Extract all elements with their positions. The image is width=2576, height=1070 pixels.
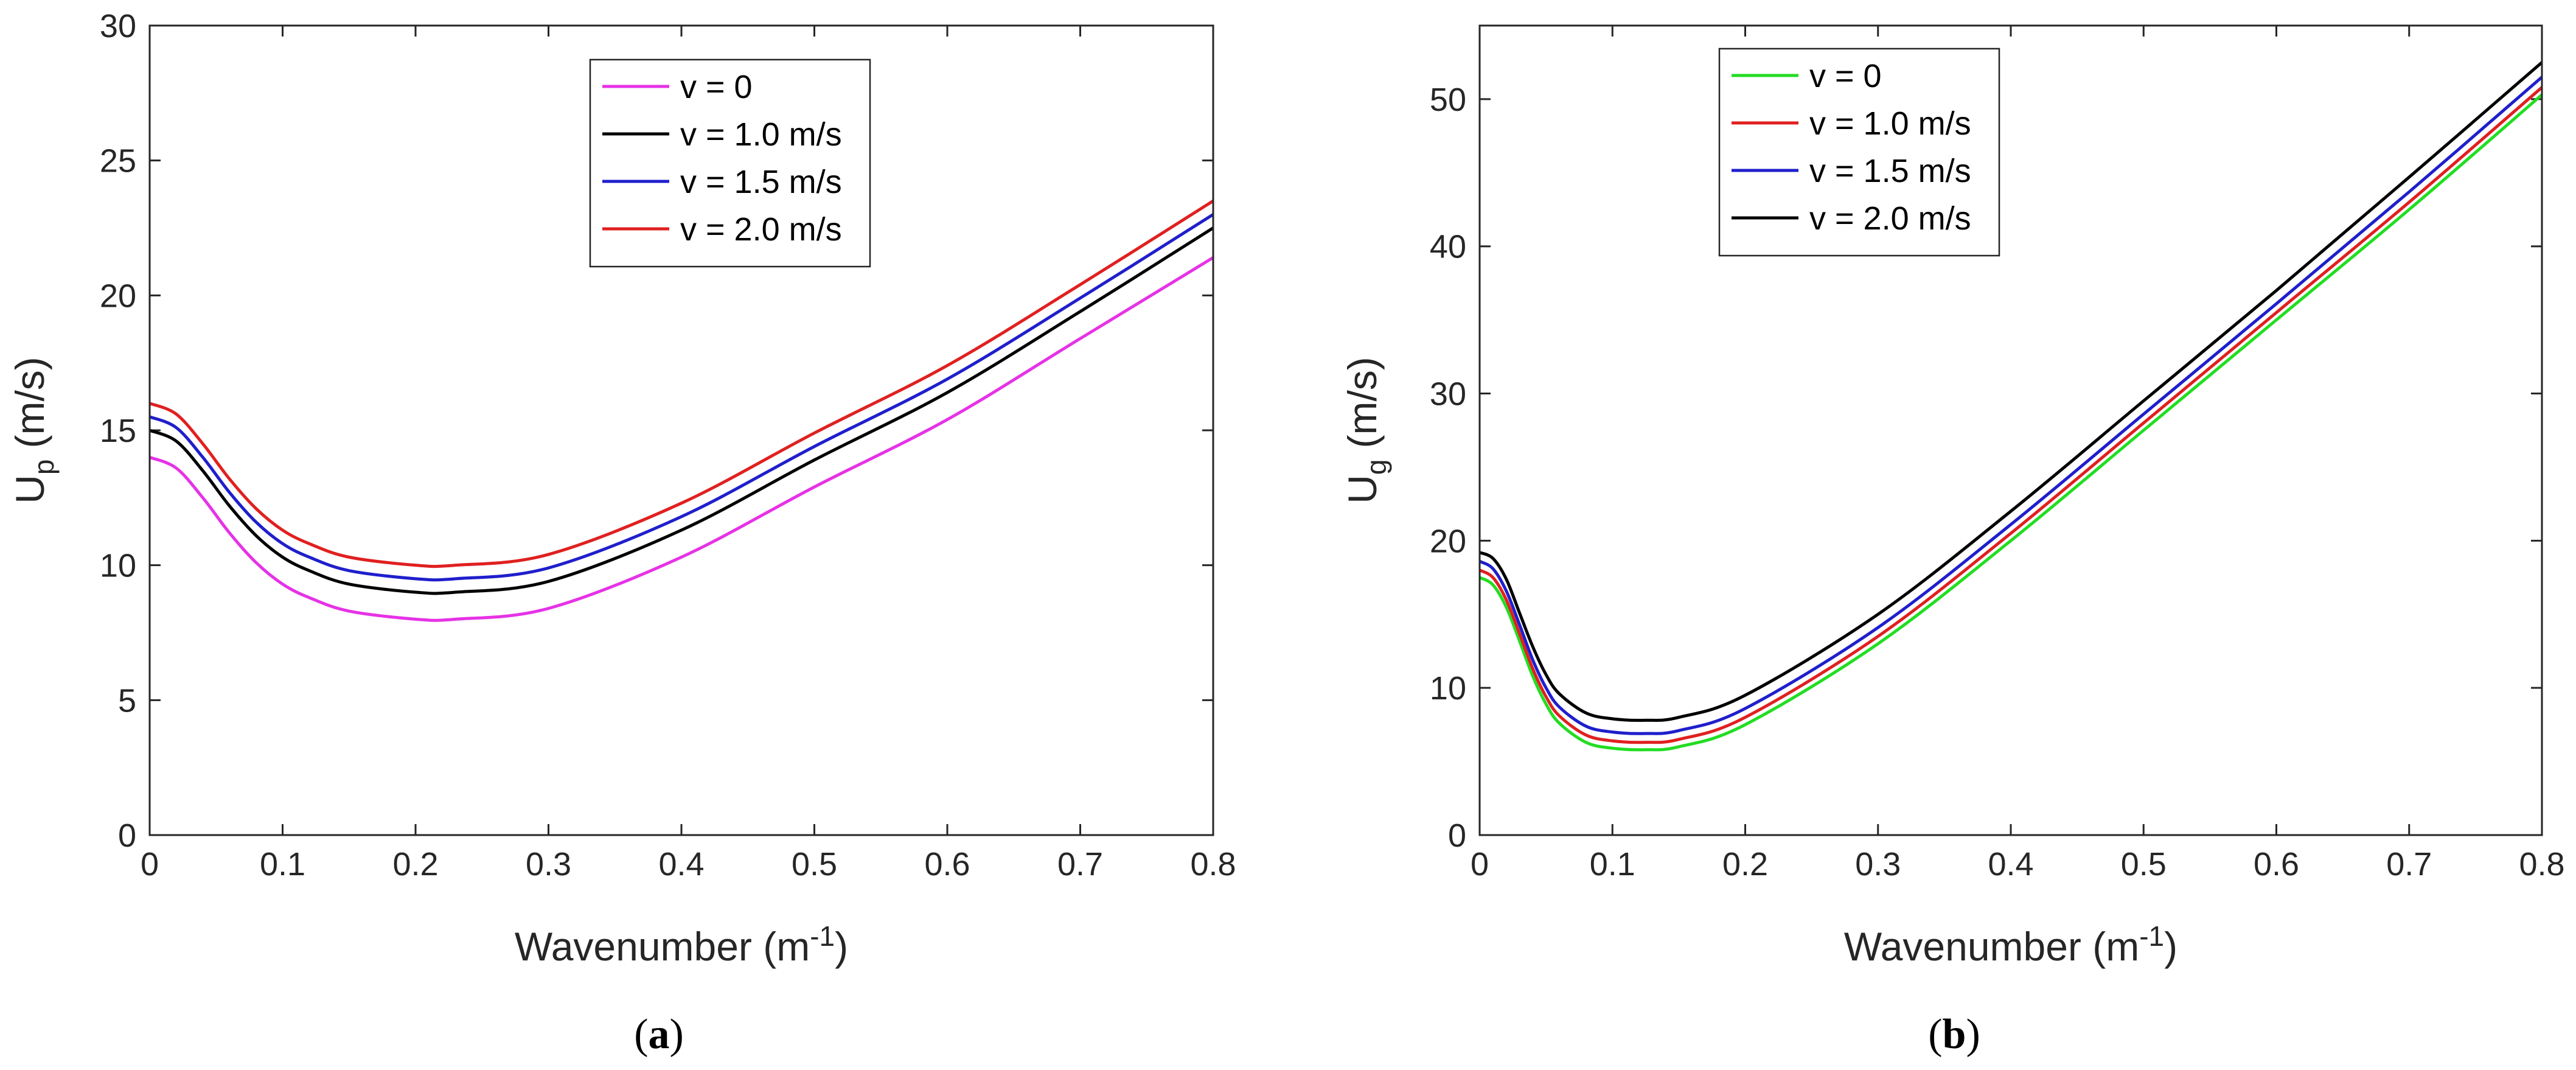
plot-frame [148,24,1214,836]
caption-close: ) [670,1011,684,1058]
x-label-main: Wavenumber (m [515,924,810,969]
panel-caption: (a) [634,1011,684,1058]
caption-open: ( [634,1011,648,1058]
x-label-close: ) [2164,924,2177,969]
y-tick-label: 15 [100,413,136,449]
x-tick-label: 0.7 [2386,846,2432,883]
x-tick-label: 0.6 [924,846,970,883]
legend-label: v = 1.5 m/s [1809,153,1971,189]
series-line-2 [149,226,1214,595]
legend-label: v = 0 [1809,58,1882,94]
x-label-superscript: -1 [810,920,835,952]
x-tick-label: 0.4 [1988,846,2033,883]
series-line-4 [1478,61,2543,722]
y-tick-label: 0 [118,817,136,854]
series-line-3 [1478,75,2543,735]
y-label-subscript: g [1360,460,1392,475]
legend-label: v = 2.0 m/s [680,211,842,248]
plot-frame [1478,24,2543,836]
y-tick-label: 50 [1430,82,1466,118]
y-label-symbol: U [7,475,52,504]
x-tick-label: 0 [141,846,159,883]
legend: v = 0 v = 1.0 m/s v = 1.5 m/s v = 2.0 m/s [589,58,871,268]
x-tick-label: 0.3 [1855,846,1901,883]
y-tick-label: 30 [1430,376,1466,413]
legend-label: v = 1.0 m/s [1809,105,1971,142]
series-line-1 [149,256,1214,622]
x-tick-label: 0.3 [526,846,571,883]
y-axis-label: Ug (m/s) [1340,357,1392,504]
chart-panel-b: 0 0.1 0.2 0.3 0.4 0.5 0.6 0.7 0.8 0 10 20 30 40 50 Ug (… [1340,24,2565,1058]
y-label-unit: (m/s) [1340,357,1385,448]
y-tick-label: 10 [1430,670,1466,707]
legend-label: v = 1.0 m/s [680,116,842,153]
y-tick-label: 5 [118,682,136,719]
y-tick-label: 25 [100,143,136,180]
x-tick-label: 0.1 [260,846,305,883]
y-label-symbol: U [1340,475,1385,504]
x-tick-label: 0.5 [2121,846,2167,883]
x-tick-label: 0.2 [1722,846,1768,883]
legend-label: v = 1.5 m/s [680,164,842,200]
series-line-1 [1478,93,2543,752]
legend-box [589,58,871,268]
legend-label: v = 0 [680,69,753,105]
caption-letter: a [649,1011,670,1058]
panel-caption: (b) [1928,1011,1980,1058]
series-line-2 [1478,86,2543,744]
y-tick-label: 10 [100,548,136,584]
legend-box [1718,47,2000,257]
x-tick-label: 0.4 [658,846,704,883]
series-line-4 [149,200,1214,568]
x-tick-label: 0.8 [2519,846,2564,883]
y-tick-label: 20 [100,278,136,314]
x-tick-label: 0.5 [792,846,837,883]
y-tick-label: 20 [1430,523,1466,559]
x-tick-label: 0.1 [1590,846,1635,883]
y-tick-label: 40 [1430,229,1466,265]
x-tick-label: 0.7 [1057,846,1103,883]
y-axis-label: Up (m/s) [7,357,60,504]
x-tick-label: 0.2 [392,846,438,883]
x-tick-label: 0 [1471,846,1489,883]
caption-close: ) [1966,1011,1980,1058]
x-axis-label: Wavenumber (m-1) [1844,920,2177,969]
legend-label: v = 2.0 m/s [1809,200,1971,237]
x-label-main: Wavenumber (m [1844,924,2139,969]
x-label-close: ) [835,924,848,969]
x-label-superscript: -1 [2139,920,2164,952]
x-axis-label: Wavenumber (m-1) [515,920,848,969]
x-tick-label: 0.6 [2254,846,2299,883]
y-label-unit: (m/s) [7,357,52,448]
y-tick-label: 0 [1448,817,1466,854]
plot-area [1480,26,2542,835]
x-tick-label: 0.8 [1190,846,1236,883]
y-tick-label: 30 [100,8,136,44]
series-line-3 [149,213,1214,582]
y-label-subscript: p [28,460,60,475]
chart-panel-a: 0 0.1 0.2 0.3 0.4 0.5 0.6 0.7 0.8 0 5 10 15 20 25 30 Up… [7,8,1236,1058]
caption-letter: b [1943,1011,1966,1058]
caption-open: ( [1928,1011,1942,1058]
legend: v = 0 v = 1.0 m/s v = 1.5 m/s v = 2.0 m/s [1718,47,2000,257]
